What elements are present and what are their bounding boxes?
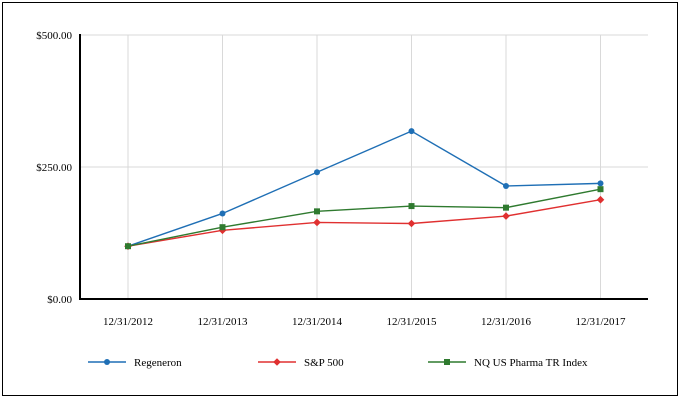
- y-tick-label: $250.00: [36, 162, 72, 174]
- data-point: [503, 183, 509, 190]
- data-point: [597, 180, 604, 187]
- legend-label: NQ US Pharma TR Index: [474, 357, 588, 369]
- data-point: [313, 218, 321, 227]
- data-point: [125, 243, 131, 250]
- data-point: [219, 210, 226, 217]
- x-tick-label: 12/31/2013: [197, 316, 248, 328]
- legend-swatch-marker: [104, 359, 110, 365]
- data-point: [596, 195, 605, 204]
- series-line: [127, 199, 601, 247]
- x-tick-label: 12/31/2015: [386, 316, 437, 328]
- data-point: [219, 224, 226, 231]
- data-point: [408, 203, 415, 210]
- x-tick-label: 12/31/2016: [481, 316, 532, 328]
- chart-frame: [2, 2, 678, 396]
- legend-swatch-marker: [444, 359, 450, 365]
- data-point: [314, 208, 320, 215]
- legend-label: Regeneron: [134, 357, 182, 369]
- series-line: [127, 188, 601, 247]
- x-tick-label: 12/31/2014: [292, 316, 343, 328]
- data-point: [502, 212, 510, 220]
- data-point: [408, 128, 415, 135]
- legend-label: S&P 500: [304, 357, 344, 369]
- x-tick-label: 12/31/2017: [575, 316, 626, 328]
- x-tick-label: 12/31/2012: [103, 316, 153, 328]
- data-point: [597, 186, 604, 193]
- data-point: [503, 204, 509, 211]
- data-point: [407, 219, 416, 228]
- series-line: [127, 130, 601, 247]
- y-tick-label: $500.00: [36, 30, 72, 42]
- data-point: [314, 169, 320, 176]
- y-tick-label: $0.00: [47, 294, 72, 306]
- legend-swatch-marker: [273, 358, 281, 366]
